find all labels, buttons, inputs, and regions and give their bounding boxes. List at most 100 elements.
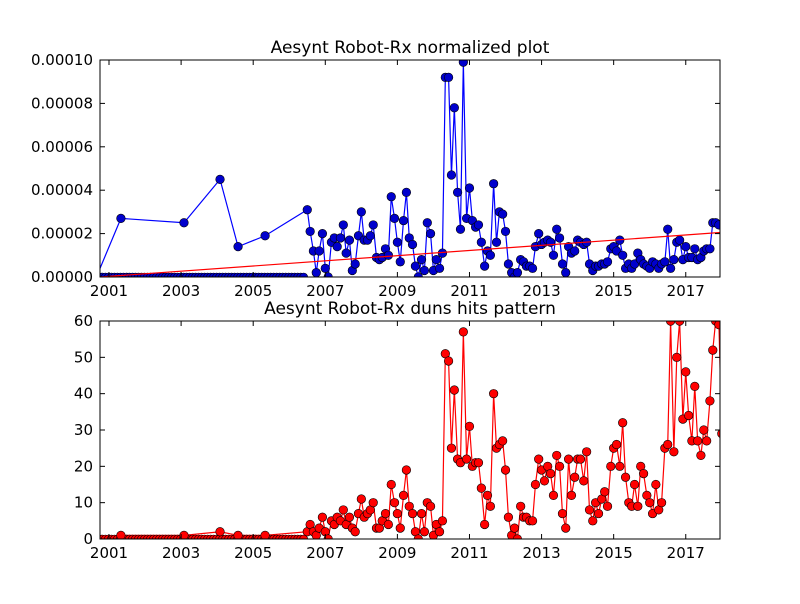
duns-hits-y-tick-label: 30 (74, 421, 93, 439)
duns-hits-data-point (399, 491, 408, 500)
normalized-data-point (690, 244, 699, 253)
normalized-x-tick-label: 2017 (667, 282, 705, 300)
duns-hits-data-point (621, 473, 630, 482)
duns-hits-x-tick-label: 2009 (378, 544, 416, 562)
duns-hits-data-point (510, 524, 519, 533)
duns-hits-data-point (444, 357, 453, 366)
duns-hits-data-point (465, 422, 474, 431)
normalized-x-tick-label: 2003 (162, 282, 200, 300)
duns-hits-data-point (570, 473, 579, 482)
duns-hits-data-point (483, 491, 492, 500)
duns-hits-y-tick-label: 0 (83, 530, 93, 548)
duns-hits-data-point (594, 509, 603, 518)
duns-hits-data-point (489, 389, 498, 398)
normalized-data-point (306, 227, 315, 236)
duns-hits-data-point (606, 462, 615, 471)
normalized-data-point (675, 236, 684, 245)
normalized-data-point (318, 229, 327, 238)
normalized-y-tick-label: 0.00004 (31, 181, 93, 199)
normalized-data-point (336, 234, 345, 243)
normalized-data-point (618, 251, 627, 260)
duns-hits-data-point (486, 502, 495, 511)
normalized-data-point (426, 229, 435, 238)
normalized-data-point (312, 268, 321, 277)
normalized-data-point (474, 221, 483, 230)
duns-hits-data-point (234, 531, 243, 540)
duns-hits-data-point (477, 484, 486, 493)
normalized-data-point (423, 218, 432, 227)
normalized-data-point (558, 260, 567, 269)
normalized-x-tick-label: 2009 (378, 282, 416, 300)
duns-hits-data-point (702, 437, 711, 446)
normalized-data-point (417, 255, 426, 264)
duns-hits-data-point (564, 455, 573, 464)
duns-hits-data-point (558, 509, 567, 518)
duns-hits-x-tick-label: 2017 (667, 544, 705, 562)
duns-hits-data-point (567, 491, 576, 500)
duns-hits-data-point (426, 502, 435, 511)
duns-hits-data-point (435, 527, 444, 536)
duns-hits-data-point (339, 506, 348, 515)
normalized-y-tick-label: 0.00008 (31, 94, 93, 112)
duns-hits-data-point (381, 509, 390, 518)
duns-hits-data-point (390, 498, 399, 507)
normalized-data-point (333, 242, 342, 251)
duns-hits-data-point (576, 455, 585, 464)
normalized-data-point (706, 244, 715, 253)
duns-hits-data-point (528, 517, 537, 526)
normalized-data-point (570, 247, 579, 256)
normalized-data-point (390, 214, 399, 223)
normalized-y-tick-label: 0.00000 (31, 268, 93, 286)
normalized-x-tick-label: 2005 (234, 282, 272, 300)
normalized-data-point (357, 208, 366, 217)
duns-hits-data-point (603, 502, 612, 511)
duns-hits-data-point (588, 517, 597, 526)
normalized-data-point (681, 242, 690, 251)
duns-hits-x-tick-label: 2007 (306, 544, 344, 562)
duns-hits-data-point (402, 466, 411, 475)
normalized-data-point (432, 255, 441, 264)
duns-hits-y-tick-label: 20 (74, 457, 93, 475)
duns-hits-x-tick-label: 2003 (162, 544, 200, 562)
duns-hits-y-tick-label: 60 (74, 312, 93, 330)
normalized-data-point (435, 264, 444, 273)
normalized-data-point (402, 188, 411, 197)
duns-hits-x-tick-label: 2011 (450, 544, 488, 562)
normalized-data-point (603, 258, 612, 267)
normalized-data-point (456, 225, 465, 234)
normalized-data-point (408, 240, 417, 249)
duns-hits-data-point (652, 480, 661, 489)
duns-hits-data-point (582, 448, 591, 457)
duns-hits-data-point (117, 531, 126, 540)
normalized-data-point (498, 210, 507, 219)
duns-hits-data-point (552, 451, 561, 460)
normalized-x-tick-label: 2011 (450, 282, 488, 300)
duns-hits-data-point (684, 411, 693, 420)
normalized-y-tick-label: 0.00002 (31, 225, 93, 243)
normalized-data-point (303, 205, 312, 214)
duns-hits-data-point (459, 328, 468, 337)
duns-hits-data-point (498, 437, 507, 446)
duns-hits-data-point (534, 455, 543, 464)
duns-hits-data-point (345, 513, 354, 522)
normalized-data-point (465, 184, 474, 193)
normalized-data-point (321, 264, 330, 273)
duns-hits-data-point (615, 462, 624, 471)
normalized-data-point (555, 234, 564, 243)
duns-hits-data-point (555, 462, 564, 471)
duns-hits-y-tick-label: 40 (74, 385, 93, 403)
normalized-data-point (480, 262, 489, 271)
duns-hits-data-point (408, 509, 417, 518)
duns-hits-data-point (504, 513, 513, 522)
duns-hits-data-point (447, 444, 456, 453)
normalized-data-point (216, 175, 225, 184)
duns-hits-data-point (618, 418, 627, 427)
normalized-data-point (369, 221, 378, 230)
normalized-x-tick-label: 2001 (90, 282, 128, 300)
duns-hits-data-point (706, 397, 715, 406)
duns-hits-data-point (438, 517, 447, 526)
duns-hits-data-point (393, 509, 402, 518)
normalized-data-point (399, 216, 408, 225)
normalized-plot-title: Aesynt Robot-Rx normalized plot (271, 38, 550, 58)
